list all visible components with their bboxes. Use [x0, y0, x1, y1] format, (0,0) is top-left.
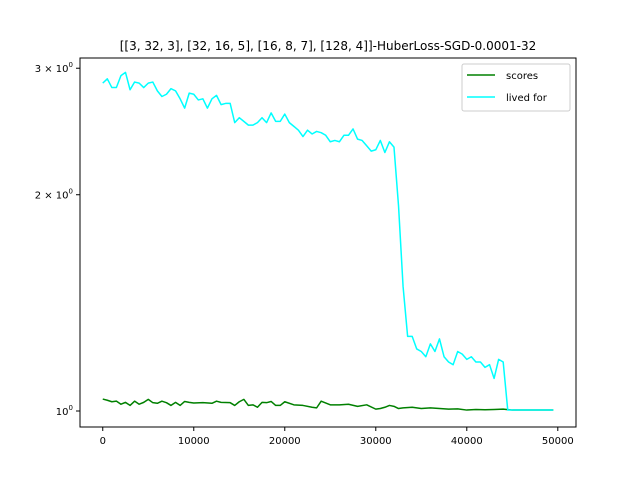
x-axis: 0 10000 20000 30000 40000 50000 — [100, 427, 574, 447]
y-tick-label: 100 — [56, 404, 73, 418]
legend-label-scores: scores — [506, 71, 538, 82]
x-tick-label: 30000 — [360, 436, 392, 447]
axes-frame — [79, 57, 577, 428]
chart-title: [[3, 32, 3], [32, 16, 5], [16, 8, 7], [1… — [120, 39, 537, 53]
x-tick-label: 0 — [100, 436, 106, 447]
x-tick-label: 40000 — [451, 436, 483, 447]
x-tick-label: 10000 — [178, 436, 210, 447]
series-line-scores — [102, 398, 554, 411]
series-line-lived-for — [102, 71, 554, 411]
y-tick-label: 3 × 100 — [35, 61, 73, 75]
y-axis: 100 2 × 100 3 × 100 — [35, 61, 80, 418]
plot-area — [102, 71, 554, 411]
legend: scores lived for — [461, 63, 571, 112]
y-tick-label: 2 × 100 — [35, 188, 73, 202]
legend-label-lived-for: lived for — [506, 93, 548, 104]
x-tick-label: 50000 — [542, 436, 574, 447]
x-tick-label: 20000 — [269, 436, 301, 447]
